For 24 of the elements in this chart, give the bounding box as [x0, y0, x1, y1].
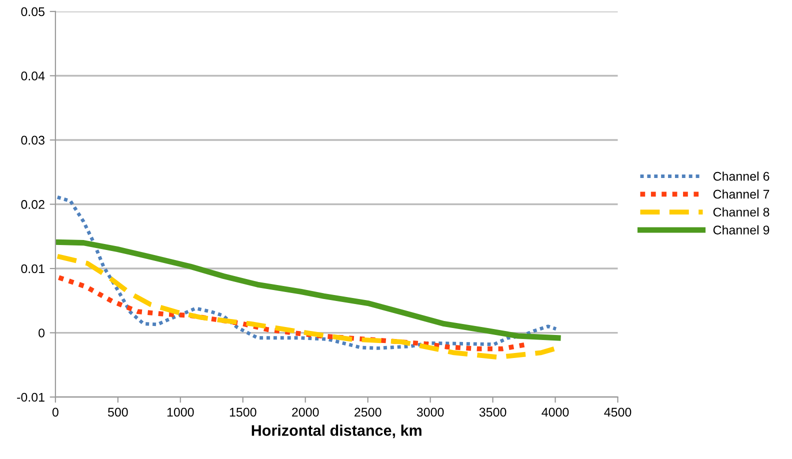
- y-tick-label: 0.01: [21, 264, 44, 274]
- x-tick-label: 0: [52, 408, 58, 417]
- y-tick-label: 0: [38, 328, 45, 338]
- x-tick-label: 2500: [354, 408, 382, 417]
- y-tick-label: -0.01: [17, 392, 44, 402]
- x-tick-label: 4000: [542, 408, 569, 417]
- y-tick-label: 0.02: [21, 200, 44, 209]
- x-tick-label: 1500: [230, 408, 256, 417]
- y-tick-label: 0.05: [21, 7, 44, 16]
- x-tick-label: 500: [108, 408, 128, 417]
- legend-label: Channel 9: [713, 225, 770, 234]
- x-tick-label: 4500: [604, 408, 632, 417]
- line-series: [56, 195, 558, 350]
- x-axis-title: Horizontal distance, km: [252, 424, 422, 438]
- y-tick-label: 0.03: [21, 136, 44, 145]
- legend-label: Channel 8: [713, 207, 770, 217]
- x-tick-label: 2000: [292, 408, 319, 417]
- legend-label: Channel 7: [713, 189, 770, 199]
- line-series: [55, 254, 557, 360]
- legend-label: Channel 6: [713, 172, 770, 181]
- x-tick-label: 3000: [416, 408, 444, 417]
- x-tick-label: 3500: [479, 408, 506, 417]
- x-tick-label: 1000: [167, 408, 194, 417]
- y-tick-label: 0.04: [21, 72, 45, 80]
